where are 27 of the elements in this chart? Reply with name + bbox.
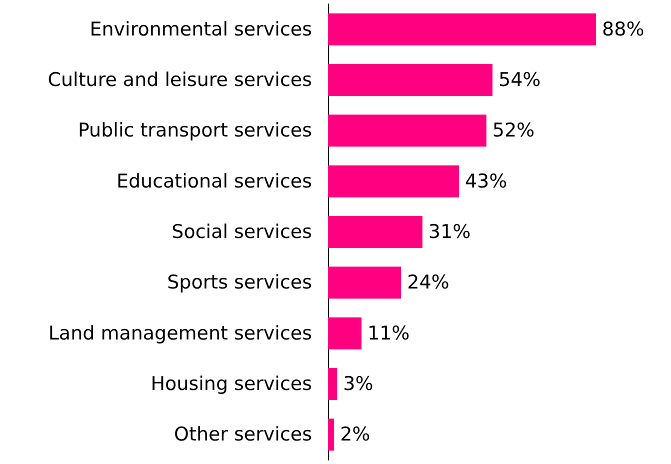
data-label: 54% bbox=[498, 69, 541, 91]
data-label: 11% bbox=[368, 322, 410, 344]
data-label: 31% bbox=[428, 221, 471, 243]
y-tick-label: Educational services bbox=[116, 170, 312, 192]
bar bbox=[328, 165, 459, 198]
bar bbox=[328, 418, 334, 451]
bar bbox=[328, 114, 486, 147]
data-label: 2% bbox=[340, 424, 370, 446]
y-tick-label: Housing services bbox=[150, 373, 312, 395]
data-label: 43% bbox=[464, 170, 508, 192]
data-label: 3% bbox=[343, 373, 374, 395]
bar bbox=[328, 317, 362, 350]
y-tick-label: Environmental services bbox=[90, 18, 312, 40]
data-label: 24% bbox=[407, 272, 450, 294]
bar bbox=[328, 266, 402, 299]
y-tick-label: Other services bbox=[174, 424, 312, 446]
y-tick-label: Social services bbox=[172, 221, 312, 243]
bar bbox=[328, 216, 422, 248]
data-label: 88% bbox=[602, 18, 644, 40]
y-tick-label: Land management services bbox=[48, 322, 312, 344]
data-label: 52% bbox=[492, 120, 535, 142]
bar bbox=[328, 13, 596, 46]
bar bbox=[328, 64, 492, 96]
y-tick-label: Culture and leisure services bbox=[48, 69, 312, 91]
bar bbox=[328, 368, 338, 400]
y-tick-label: Sports services bbox=[167, 272, 312, 294]
y-tick-label: Public transport services bbox=[78, 120, 312, 142]
